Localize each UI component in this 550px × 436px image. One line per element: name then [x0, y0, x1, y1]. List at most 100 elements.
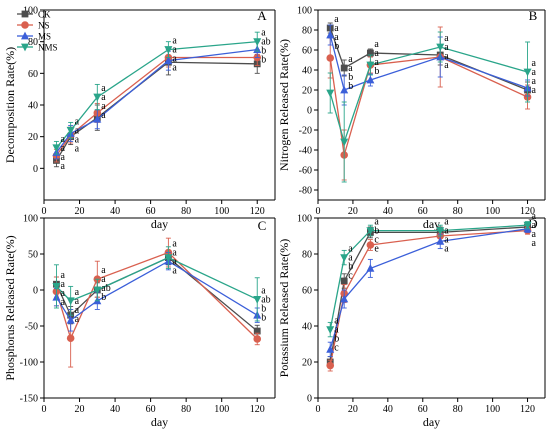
- significance-letter: a: [75, 314, 80, 325]
- significance-letter: a: [261, 28, 266, 39]
- panel-letter: B: [529, 8, 538, 23]
- significance-letter: a: [444, 33, 449, 44]
- y-tick-label: 20: [302, 86, 312, 97]
- significance-letter: a: [374, 48, 379, 59]
- panel-letter: A: [257, 8, 267, 23]
- significance-letter: a: [172, 36, 177, 47]
- significance-letter: a: [75, 116, 80, 127]
- y-tick-label: 80: [302, 26, 312, 37]
- significance-letter: a: [532, 211, 537, 222]
- data-point: [523, 68, 532, 77]
- y-tick-label: 100: [23, 214, 38, 225]
- series-line: [329, 224, 528, 330]
- series-nms: [52, 246, 262, 322]
- y-tick-label: -150: [20, 394, 38, 405]
- y-tick-label: 40: [302, 66, 312, 77]
- series-line: [329, 56, 528, 156]
- y-tick-label: 100: [297, 214, 312, 225]
- panel-d: 0 20 40 60 80 100 120 0 20 40 60 80 100 day Potassium …: [277, 211, 546, 429]
- significance-letter: a: [532, 229, 537, 240]
- significance-letter: b: [348, 81, 353, 92]
- y-tick-label: 40: [28, 101, 38, 112]
- y-tick-label: 100: [297, 6, 312, 17]
- legend-marker: [21, 31, 29, 40]
- x-tick-label: 80: [181, 404, 191, 415]
- significance-letter: c: [334, 343, 339, 354]
- significance-letter: b: [334, 41, 339, 52]
- significance-letter: a: [101, 101, 106, 112]
- y-tick-label: 60: [302, 46, 312, 57]
- data-point: [253, 327, 261, 335]
- x-tick-label: 80: [453, 404, 463, 415]
- significance-letter: a: [444, 60, 449, 71]
- y-tick-label: 60: [302, 286, 312, 297]
- significance-letter: ab: [101, 283, 110, 294]
- data-point: [340, 138, 349, 147]
- series-line: [55, 260, 258, 322]
- legend-marker: [21, 43, 29, 52]
- series-nms: [52, 31, 262, 155]
- legend-label: CK: [38, 10, 51, 20]
- data-point: [253, 295, 262, 304]
- significance-letter: a: [75, 305, 80, 316]
- data-point: [66, 315, 75, 324]
- series-nms: [326, 221, 532, 338]
- series-line: [55, 56, 258, 157]
- series-line: [55, 48, 258, 153]
- significance-letter: a: [444, 235, 449, 246]
- data-point: [366, 49, 374, 57]
- series-ms: [52, 41, 262, 160]
- significance-letter: a: [172, 239, 177, 250]
- significance-letter: b: [261, 55, 266, 66]
- y-axis-title: Potassium Released Rate(%): [277, 239, 291, 378]
- significance-letter: a: [75, 134, 80, 145]
- significance-letter: a: [172, 257, 177, 268]
- significance-letter: a: [101, 83, 106, 94]
- significance-letter: a: [101, 265, 106, 276]
- significance-letter: b: [374, 226, 379, 237]
- y-tick-label: -60: [299, 166, 312, 177]
- significance-letter: b: [261, 303, 266, 314]
- significance-letter: a: [532, 85, 537, 96]
- series-ns: [326, 226, 532, 372]
- significance-letter: b: [374, 66, 379, 77]
- x-tick-label: 100: [485, 206, 500, 217]
- significance-letter: c: [374, 235, 379, 246]
- x-tick-label: 120: [250, 206, 265, 217]
- x-axis-title: day: [423, 415, 440, 429]
- data-point: [66, 297, 75, 306]
- y-tick-label: -20: [299, 126, 312, 137]
- x-tick-label: 80: [181, 206, 191, 217]
- data-point: [340, 85, 349, 94]
- data-point: [253, 38, 262, 47]
- x-axis-title: day: [151, 217, 168, 231]
- data-point: [340, 64, 348, 72]
- significance-letter: a: [532, 238, 537, 249]
- x-tick-label: 0: [42, 404, 47, 415]
- data-point: [93, 93, 102, 102]
- significance-letter: a: [532, 58, 537, 69]
- y-axis-title: Nitrogen Released Rate(%): [277, 39, 291, 171]
- data-point: [326, 89, 335, 98]
- y-tick-label: 0: [33, 286, 38, 297]
- significance-letter: a: [75, 125, 80, 136]
- y-tick-label: -40: [299, 146, 312, 157]
- y-axis-title: Decomposition Rate(%): [3, 47, 17, 163]
- significance-letter: a: [444, 217, 449, 228]
- y-tick-label: 20: [28, 132, 38, 143]
- x-tick-label: 20: [75, 404, 85, 415]
- x-tick-label: 40: [110, 206, 120, 217]
- significance-letter: a: [348, 54, 353, 65]
- significance-letter: a: [261, 285, 266, 296]
- series-nms: [326, 31, 532, 183]
- significance-letter: c: [348, 271, 353, 282]
- significance-letter: a: [334, 32, 339, 43]
- x-axis-title: day: [423, 217, 440, 231]
- data-point: [340, 294, 349, 303]
- y-tick-label: 50: [28, 250, 38, 261]
- data-point: [253, 335, 262, 343]
- significance-letter: a: [532, 67, 537, 78]
- significance-letter: a: [532, 76, 537, 87]
- legend-marker: [21, 10, 29, 18]
- x-axis-title: day: [151, 415, 168, 429]
